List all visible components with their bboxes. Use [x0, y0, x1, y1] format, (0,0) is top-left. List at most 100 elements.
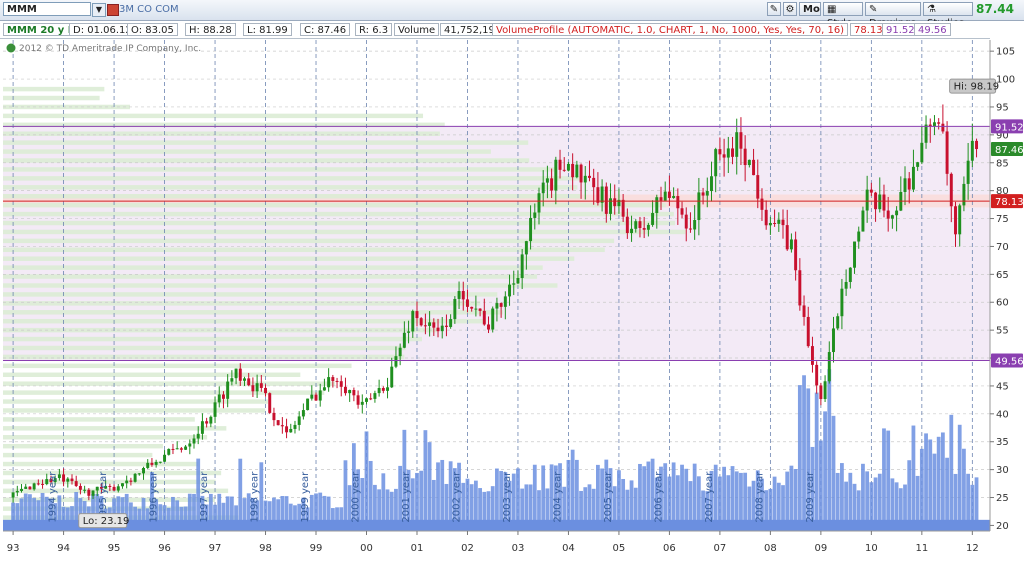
volume-bar: [402, 429, 407, 526]
volume-bar: [364, 431, 369, 526]
volume-bar: [478, 488, 482, 526]
candle-body: [495, 303, 499, 309]
candle-body: [230, 378, 234, 382]
profile-bar: [3, 435, 208, 440]
volume-bar: [663, 463, 668, 526]
volume-bar: [962, 448, 966, 526]
candle-body: [672, 196, 676, 198]
candle-body: [583, 175, 587, 183]
volume-bar: [154, 499, 159, 526]
price-chart[interactable]: 1994 year 1995 year 1996 year 1997 year 1998…: [0, 38, 1024, 571]
profile-bar: [3, 86, 105, 92]
volume-bar: [612, 486, 617, 526]
volume-bar: [394, 488, 398, 526]
volume-bar: [339, 507, 344, 526]
profile-bar: [3, 292, 498, 297]
volume-bar: [95, 493, 100, 526]
candle-body: [693, 220, 697, 230]
hi-label-text: Hi: 98.19: [954, 82, 999, 93]
volume-bar: [284, 496, 289, 526]
candle-body: [705, 191, 709, 196]
volume-profile-label[interactable]: VolumeProfile (AUTOMATIC, 1.0, CHART, 1,…: [492, 23, 849, 36]
vp-value-2: 91.52: [882, 23, 919, 36]
volume-bar: [137, 508, 142, 526]
volume-bar: [844, 481, 849, 526]
volume-bar: [953, 473, 958, 526]
profile-bar: [3, 229, 686, 235]
volume-bar: [301, 497, 306, 526]
candle-body: [318, 390, 322, 401]
volume-bar: [688, 481, 693, 526]
candle-body: [571, 163, 575, 178]
volume-bar: [831, 415, 836, 526]
profile-bar: [3, 336, 423, 342]
vp-value-3: 49.56: [914, 23, 951, 36]
profile-bar: [3, 113, 424, 119]
volume-bar: [970, 484, 975, 526]
volume-bar: [356, 469, 360, 526]
volume-bar: [818, 440, 823, 526]
wrench-icon[interactable]: ⚙: [783, 2, 797, 16]
candle-body: [436, 327, 440, 332]
candle-body: [179, 448, 183, 450]
candle-body: [259, 383, 263, 388]
y-tick-label: 75: [996, 214, 1009, 225]
x-tick-label: 96: [158, 543, 171, 554]
x-tick-label: 07: [714, 543, 727, 554]
candle-body: [116, 486, 120, 491]
volume-bar: [823, 411, 827, 526]
candle-body: [752, 159, 756, 176]
candle-body: [600, 186, 604, 203]
candle-body: [348, 390, 352, 394]
y-tick-label: 25: [996, 493, 1009, 504]
volume-bar: [827, 369, 832, 526]
candle-body: [592, 177, 596, 188]
candle-body: [676, 196, 680, 209]
volume-bar: [53, 503, 58, 526]
profile-bar: [3, 238, 615, 244]
pencil-icon[interactable]: ✎: [767, 2, 781, 16]
info-icon[interactable]: [6, 43, 16, 53]
volume-bar: [903, 484, 907, 526]
profile-bar: [3, 131, 440, 136]
candle-body: [869, 189, 873, 193]
candle-body: [651, 213, 655, 225]
volume-bar: [705, 491, 710, 526]
volume-bar: [19, 498, 24, 526]
profile-bar: [3, 363, 352, 369]
candle-body: [243, 378, 246, 381]
volume-bar: [436, 462, 440, 526]
company-name: 3M CO COM: [119, 4, 179, 15]
candle-body: [844, 281, 848, 289]
mode-button[interactable]: Mo: [799, 2, 821, 16]
volume-bar: [65, 507, 70, 526]
candle-body: [562, 169, 566, 171]
volume-bar: [675, 475, 680, 526]
candle-body: [209, 416, 213, 424]
style-button[interactable]: ▦ Style: [823, 2, 863, 29]
volume-bar: [915, 475, 920, 526]
studies-button[interactable]: ⚗ Studies: [923, 2, 973, 29]
candle-body: [280, 425, 284, 427]
candle-body: [91, 490, 95, 496]
y-tick-label: 45: [996, 381, 1009, 392]
volume-bar: [856, 490, 861, 526]
profile-bar: [3, 265, 543, 270]
candle-body: [415, 311, 419, 319]
candle-body: [398, 347, 402, 357]
symbol-input[interactable]: MMM: [3, 2, 91, 16]
volume-bar: [499, 470, 504, 526]
y-tick-label: 80: [996, 186, 1009, 197]
volume-bar: [381, 473, 386, 526]
volume-bar: [617, 470, 621, 526]
drawings-button[interactable]: ✎ Drawings: [865, 2, 921, 29]
volume-bar: [124, 493, 129, 526]
volume-bar: [495, 468, 499, 526]
candle-body: [739, 132, 743, 149]
candle-body: [747, 159, 751, 166]
volume-bar: [482, 491, 487, 526]
candle-body: [474, 308, 478, 310]
price-marker-label: 87.46: [995, 145, 1024, 156]
chevron-down-icon[interactable]: ▼: [92, 3, 106, 17]
profile-bar: [3, 95, 100, 101]
